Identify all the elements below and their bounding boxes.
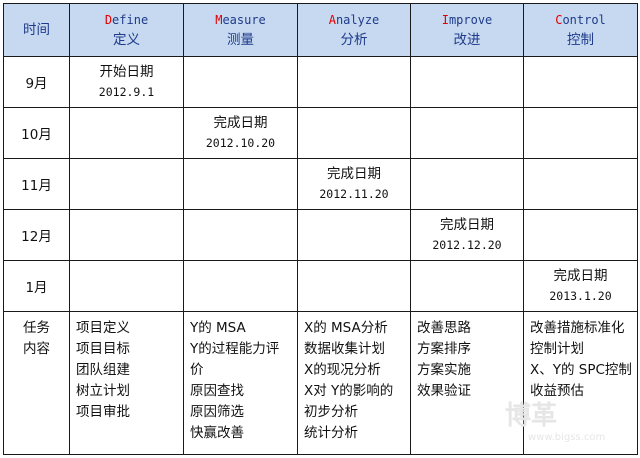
task-item: 改善思路 [417,320,471,336]
task-item: 价 [190,362,204,378]
task-row: 任务 内容 项目定义项目目标团队组建树立计划项目审批 Y的 MSA Y的过程能力评价… [3,311,638,455]
header-improve: Improve 改进 [410,3,524,57]
month-row: 11月 完成日期 2012.11.20 [3,158,638,210]
task-item: 控制计划 [530,341,584,357]
empty-cell [297,260,411,312]
task-item: X、Y的 SPC控制 [530,362,632,378]
milestone-label: 完成日期 [440,217,494,233]
header-analyze: Analyze 分析 [297,3,411,57]
task-improve: 改善思路方案排序方案实施效果验证 [410,311,524,455]
milestone-cell: 完成日期 2012.11.20 [297,158,411,210]
header-define: Define 定义 [69,3,184,57]
task-item: 项目定义 [76,320,130,336]
empty-cell [410,56,524,108]
task-item: 初步分析 [304,404,358,420]
header-control: Control 控制 [523,3,638,57]
task-item: 改善措施标准化 [530,320,625,336]
empty-cell [523,56,638,108]
milestone-cell: 完成日期 2012.10.20 [183,107,298,159]
task-item: 项目审批 [76,404,130,420]
empty-cell [523,107,638,159]
task-item: 项目目标 [76,341,130,357]
empty-cell [183,56,298,108]
milestone-date: 2013.1.20 [549,289,612,303]
task-control: 改善措施标准化 控制计划 X、Y的 SPC控制 收益预估 [523,311,638,455]
task-define: 项目定义项目目标团队组建树立计划项目审批 [69,311,184,455]
task-item: 原因筛选 [190,404,244,420]
milestone-cell: 完成日期 2012.12.20 [410,209,524,261]
milestone-label: 开始日期 [99,64,154,80]
task-item: 统计分析 [304,425,358,441]
task-item: X的 MSA分析 [304,320,388,336]
task-item: 收益预估 [530,383,584,399]
empty-cell [410,107,524,159]
empty-cell [523,209,638,261]
header-row: 时间 Define 定义 Measure 测量 Analyze 分析 Improve 改… [3,3,638,57]
task-measure: Y的 MSA Y的过程能力评价原因查找原因筛选快赢改善 [183,311,298,455]
task-item: 树立计划 [76,383,130,399]
watermark-logo: 博革 [505,401,558,431]
empty-cell [523,158,638,210]
task-item: 效果验证 [417,383,471,399]
empty-cell [410,158,524,210]
empty-cell [183,158,298,210]
month-row: 10月 完成日期 2012.10.20 [3,107,638,159]
milestone-label: 完成日期 [553,268,608,284]
task-item: 方案排序 [417,341,471,357]
month-row: 9月 开始日期 2012.9.1 [3,56,638,108]
milestone-date: 2012.9.1 [98,85,155,99]
empty-cell [297,56,411,108]
task-item: 方案实施 [417,362,471,378]
dmaic-schedule-table: 时间 Define 定义 Measure 测量 Analyze 分析 Improve 改… [3,3,638,455]
month-cell: 12月 [3,209,70,261]
empty-cell [183,209,298,261]
empty-cell [69,209,184,261]
month-cell: 11月 [3,158,70,210]
milestone-cell: 完成日期 2013.1.20 [523,260,638,312]
task-item: 数据收集计划 [304,341,385,357]
empty-cell [297,209,411,261]
milestone-date: 2012.10.20 [205,136,276,150]
header-measure: Measure 测量 [183,3,298,57]
task-analyze: X的 MSA分析 数据收集计划 X的现况分析 X对 Y的影响的 初步分析统计分析 [297,311,411,455]
empty-cell [297,107,411,159]
watermark-url: www.bigss.com [528,432,606,443]
milestone-cell: 开始日期 2012.9.1 [69,56,184,108]
task-item: 快赢改善 [190,425,244,441]
month-cell: 1月 [3,260,70,312]
task-item: Y的 MSA [190,320,246,336]
empty-cell [183,260,298,312]
month-cell: 10月 [3,107,70,159]
month-cell: 9月 [3,56,70,108]
milestone-label: 完成日期 [327,166,381,182]
milestone-date: 2012.12.20 [432,238,502,252]
task-item: Y的过程能力评 [190,341,280,357]
empty-cell [410,260,524,312]
milestone-date: 2012.11.20 [319,187,389,201]
month-row: 1月 完成日期 2013.1.20 [3,260,638,312]
milestone-label: 完成日期 [213,115,268,131]
task-item: 团队组建 [76,362,130,378]
task-label: 任务 内容 [3,311,70,455]
header-time: 时间 [3,3,70,57]
month-row: 12月 完成日期 2012.12.20 [3,209,638,261]
empty-cell [69,107,184,159]
task-item: X对 Y的影响的 [304,383,394,399]
task-item: X的现况分析 [304,362,381,378]
task-item: 原因查找 [190,383,244,399]
empty-cell [69,260,184,312]
empty-cell [69,158,184,210]
